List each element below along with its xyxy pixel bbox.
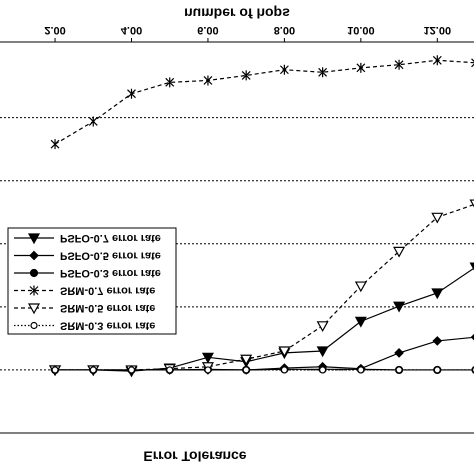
marker — [395, 366, 403, 374]
marker — [88, 116, 98, 127]
legend-label: PSFO-0.5 error rate — [60, 250, 161, 262]
marker — [433, 366, 441, 374]
x-tick-label: 10.00 — [347, 24, 375, 36]
marker — [29, 250, 39, 261]
marker — [203, 75, 213, 86]
series-line — [55, 267, 474, 372]
marker — [241, 70, 251, 81]
marker — [431, 212, 444, 224]
x-tick-label: 6.00 — [197, 24, 218, 36]
x-tick-label: 12.00 — [424, 24, 452, 36]
marker — [279, 64, 289, 75]
marker — [240, 354, 253, 366]
legend-label: PSFO-0.3 error rate — [60, 267, 161, 279]
marker — [242, 366, 250, 374]
marker — [393, 246, 406, 258]
marker — [29, 285, 39, 296]
chart-title: number of hops — [184, 5, 290, 21]
marker — [432, 55, 442, 66]
x-tick-label: 4.00 — [121, 24, 142, 36]
marker — [127, 366, 136, 374]
marker — [29, 268, 39, 278]
marker — [394, 59, 404, 70]
marker — [354, 281, 367, 293]
marker — [30, 321, 38, 330]
legend-label: SRM-0.3 error rate — [60, 320, 155, 332]
marker — [354, 316, 367, 328]
marker — [316, 346, 329, 358]
marker — [89, 366, 97, 374]
marker — [280, 366, 288, 374]
marker — [470, 333, 474, 341]
x-tick-label: 8.00 — [274, 24, 295, 36]
marker — [393, 301, 406, 313]
marker — [431, 288, 444, 300]
marker — [471, 58, 474, 68]
x-tick-label: 2.00 — [44, 24, 65, 36]
marker — [319, 366, 327, 374]
marker — [469, 199, 474, 208]
marker — [318, 67, 328, 78]
marker — [204, 366, 212, 374]
marker — [356, 62, 366, 73]
marker — [469, 262, 474, 271]
marker — [201, 352, 214, 364]
marker — [166, 366, 174, 374]
legend-box — [7, 227, 177, 335]
marker — [50, 139, 60, 150]
marker — [278, 346, 291, 358]
marker — [432, 336, 443, 346]
marker — [165, 77, 175, 88]
marker — [27, 233, 41, 245]
legend-label: SRM-0.5 error rate — [60, 302, 155, 314]
marker — [357, 366, 365, 374]
marker — [316, 321, 329, 333]
legend-label: PSFO-0.7 error rate — [60, 232, 161, 244]
series-line — [55, 368, 474, 371]
x-axis-label: Error Tolerance — [143, 448, 246, 464]
series-line — [54, 59, 474, 145]
marker — [127, 88, 136, 99]
legend-label: SRM-0.7 error rate — [60, 285, 155, 297]
marker — [394, 348, 404, 358]
marker — [51, 366, 59, 374]
marker — [27, 303, 41, 315]
